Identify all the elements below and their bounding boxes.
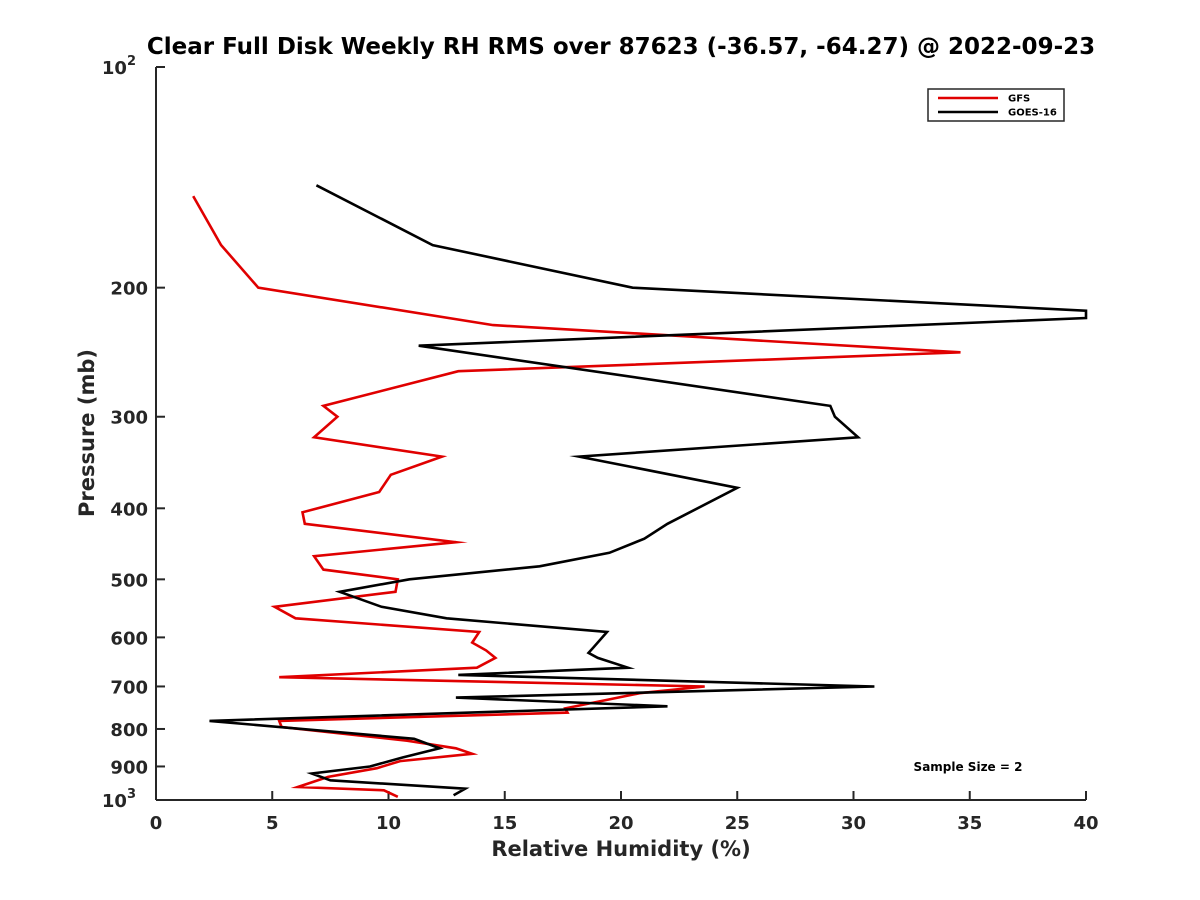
- chart-title: Clear Full Disk Weekly RH RMS over 87623…: [147, 34, 1095, 60]
- y-tick-label-base: 700: [110, 677, 148, 698]
- x-tick-label: 20: [608, 813, 633, 834]
- y-tick-label: 300: [110, 408, 148, 429]
- y-tick-label-base: 300: [110, 408, 148, 429]
- y-tick-label-base: 10: [102, 58, 127, 79]
- y-tick-label: 103: [102, 787, 136, 812]
- y-tick-label-base: 800: [110, 720, 148, 741]
- x-tick-label: 40: [1073, 813, 1098, 834]
- y-tick-label-base: 10: [102, 791, 127, 812]
- sample-size-annotation: Sample Size = 2: [914, 760, 1023, 774]
- y-tick-label: 900: [110, 757, 148, 778]
- y-tick-label: 800: [110, 720, 148, 741]
- y-tick-label: 400: [110, 499, 148, 520]
- y-tick-label-exponent: 3: [127, 787, 136, 802]
- x-tick-label: 5: [266, 813, 279, 834]
- y-tick-label-base: 400: [110, 499, 148, 520]
- y-tick-label: 200: [110, 279, 148, 300]
- y-tick-label: 700: [110, 677, 148, 698]
- legend-label: GOES-16: [1008, 108, 1057, 119]
- y-tick-label: 500: [110, 570, 148, 591]
- legend: GFS GOES-16: [927, 88, 1065, 122]
- x-tick-label: 10: [376, 813, 401, 834]
- series-line-goes-16: [209, 184, 1088, 797]
- x-tick-label: 30: [841, 813, 866, 834]
- y-tick-label: 600: [110, 628, 148, 649]
- x-tick-label: 25: [725, 813, 750, 834]
- x-tick-label: 35: [957, 813, 982, 834]
- legend-label: GFS: [1008, 94, 1030, 105]
- x-tick-label: 15: [492, 813, 517, 834]
- y-axis-label: Pressure (mb): [75, 349, 99, 517]
- series-layer: [192, 184, 1088, 798]
- x-axis-label: Relative Humidity (%): [491, 837, 750, 861]
- y-tick-label: 102: [102, 54, 136, 79]
- y-tick-label-base: 500: [110, 570, 148, 591]
- y-tick-label-base: 200: [110, 279, 148, 300]
- y-tick-label-exponent: 2: [127, 54, 136, 69]
- legend-box: [927, 88, 1065, 122]
- y-tick-label-base: 900: [110, 757, 148, 778]
- series-line-gfs: [192, 195, 961, 798]
- x-axis: 0 5 10 15 20 25 30 35 40: [150, 791, 1099, 834]
- y-tick-label-base: 600: [110, 628, 148, 649]
- x-tick-label: 0: [150, 813, 163, 834]
